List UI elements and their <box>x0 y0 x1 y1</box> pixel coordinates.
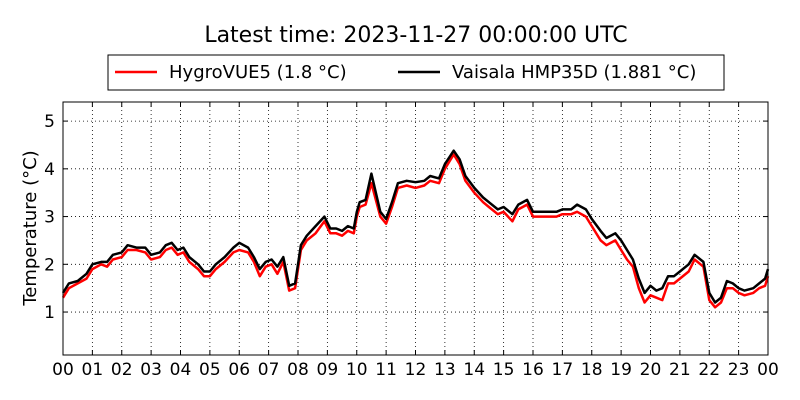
x-tick-label: 01 <box>82 360 104 380</box>
plot-area <box>62 101 769 356</box>
x-tick-label: 10 <box>346 360 368 380</box>
x-tick-label: 18 <box>581 360 603 380</box>
x-tick-label: 16 <box>522 360 544 380</box>
x-tick-label: 03 <box>140 360 162 380</box>
x-tick-label: 17 <box>552 360 574 380</box>
series-layer <box>61 149 770 309</box>
y-tick-label: 1 <box>44 303 55 323</box>
x-tick-label: 13 <box>434 360 456 380</box>
y-tick-label: 4 <box>44 160 55 180</box>
grid-lines <box>63 102 768 355</box>
x-tick-label: 19 <box>610 360 632 380</box>
x-tick-label: 07 <box>258 360 280 380</box>
x-tick-label: 08 <box>287 360 309 380</box>
legend-label-vaisala: Vaisala HMP35D (1.881 °C) <box>452 62 696 83</box>
series-line-vaisala <box>61 149 770 304</box>
x-tick-label: 09 <box>317 360 339 380</box>
x-tick-label: 22 <box>698 360 720 380</box>
x-tick-label: 12 <box>405 360 427 380</box>
x-tick-label: 14 <box>463 360 485 380</box>
legend-label-hygrovue5: HygroVUE5 (1.8 °C) <box>169 62 347 83</box>
x-tick-label: 00 <box>52 360 74 380</box>
axis-ticks: 00 01 02 03 04 05 06 07 08 09 10 11 12 13 14 15 16 17 18 19… <box>44 102 779 380</box>
x-tick-label: 04 <box>170 360 192 380</box>
x-tick-label: 02 <box>111 360 133 380</box>
x-tick-label: 15 <box>493 360 515 380</box>
y-tick-label: 2 <box>44 255 55 275</box>
x-tick-label: 00 <box>757 360 779 380</box>
y-axis-label: Temperature (°C) <box>20 150 41 306</box>
series-line-hygrovue5 <box>61 153 770 309</box>
x-tick-label: 05 <box>199 360 221 380</box>
x-tick-label: 21 <box>669 360 691 380</box>
x-tick-label: 06 <box>228 360 250 380</box>
x-tick-label: 20 <box>640 360 662 380</box>
x-tick-label: 23 <box>728 360 750 380</box>
legend: HygroVUE5 (1.8 °C) Vaisala HMP35D (1.881… <box>107 54 725 91</box>
chart-title: Latest time: 2023-11-27 00:00:00 UTC <box>204 23 627 48</box>
x-tick-label: 11 <box>375 360 397 380</box>
y-tick-label: 3 <box>44 208 55 228</box>
y-tick-label: 5 <box>44 112 55 132</box>
